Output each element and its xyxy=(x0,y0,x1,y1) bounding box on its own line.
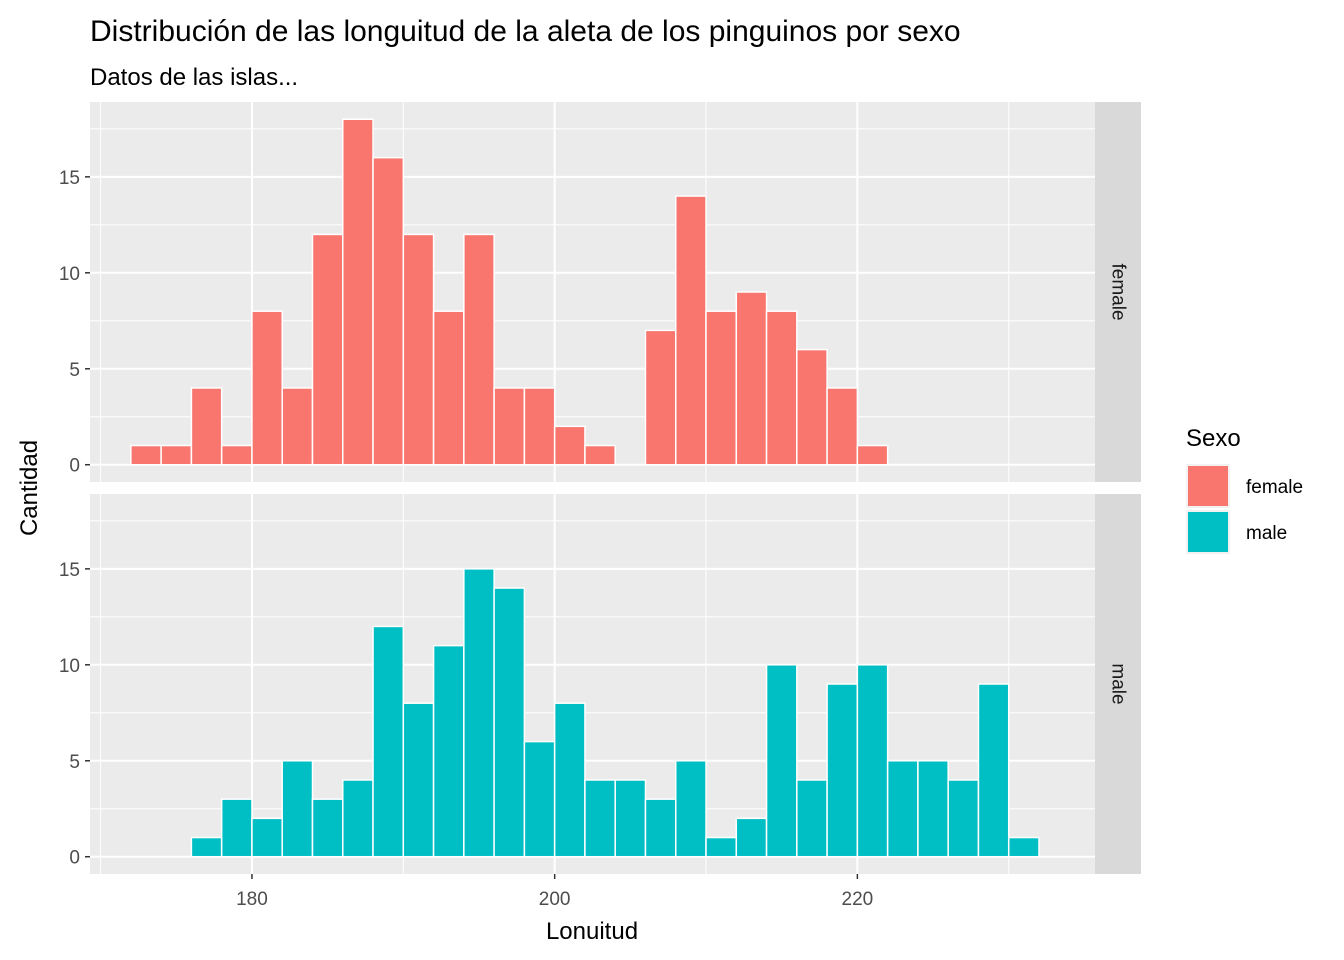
legend-key-male xyxy=(1188,512,1228,552)
facet-panel-female: 0 5 10 15 female xyxy=(59,102,1141,482)
y-tick-label: 10 xyxy=(59,656,80,677)
histogram-bar xyxy=(614,779,647,858)
histogram-bar xyxy=(705,836,738,858)
legend-key-female xyxy=(1188,466,1228,506)
histogram-bar xyxy=(765,664,798,858)
legend: Sexo female male xyxy=(1186,425,1303,554)
histogram-bar xyxy=(523,740,556,858)
y-tick-label: 5 xyxy=(69,360,80,381)
y-axis-title: Cantidad xyxy=(16,440,43,536)
facet-strip xyxy=(1095,102,1141,482)
histogram-bar xyxy=(190,836,223,858)
histogram-bar xyxy=(947,779,980,858)
histogram-bar xyxy=(493,387,526,466)
histogram-bar xyxy=(796,779,828,858)
histogram-bar xyxy=(281,387,314,466)
histogram-bar xyxy=(372,625,405,858)
histogram-bar xyxy=(463,568,495,858)
x-tick-label: 200 xyxy=(539,889,571,910)
y-tick-label: 10 xyxy=(59,264,80,285)
histogram-bar xyxy=(553,425,586,466)
histogram-bar xyxy=(342,779,374,858)
y-tick-label: 0 xyxy=(69,848,80,869)
histogram-bar xyxy=(674,760,707,858)
histogram-bar xyxy=(886,760,919,858)
legend-title: Sexo xyxy=(1186,425,1241,452)
histogram-bar xyxy=(311,233,344,466)
histogram-bar xyxy=(584,444,616,466)
histogram-bar xyxy=(432,644,465,858)
histogram-bar xyxy=(826,683,859,858)
histogram-bar xyxy=(251,817,283,858)
y-tick-label: 15 xyxy=(59,168,80,189)
histogram-bar xyxy=(130,444,162,466)
facet-panel-male: 0 5 10 15 male xyxy=(59,494,1141,874)
histogram-bar xyxy=(644,329,677,466)
histogram-bar xyxy=(917,760,949,858)
histogram-bar xyxy=(705,310,738,466)
chart-title: Distribución de las longuitud de la alet… xyxy=(90,15,961,48)
y-tick-label: 0 xyxy=(69,456,80,477)
histogram-bar xyxy=(826,387,859,466)
histogram-bar xyxy=(432,310,465,466)
histogram-bar xyxy=(553,702,586,858)
x-axis-title: Lonuitud xyxy=(546,918,638,945)
histogram-bar xyxy=(735,817,768,858)
histogram-bar xyxy=(311,798,344,858)
y-tick-label: 5 xyxy=(69,752,80,773)
histogram-bar xyxy=(584,779,616,858)
histogram-bar xyxy=(463,233,495,466)
histogram-bar xyxy=(220,798,253,858)
histogram-bar xyxy=(765,310,798,466)
x-tick-label: 180 xyxy=(236,889,268,910)
histogram-bar xyxy=(160,444,193,466)
legend-label-female: female xyxy=(1246,477,1303,498)
histogram-bar xyxy=(251,310,283,466)
histogram-bar xyxy=(796,348,828,466)
histogram-bar xyxy=(220,444,253,466)
legend-label-male: male xyxy=(1246,523,1287,544)
facet-strip-label: male xyxy=(1108,663,1129,704)
histogram-bar xyxy=(674,195,707,466)
histogram-bar xyxy=(977,683,1010,858)
histogram-bar xyxy=(856,444,889,466)
facet-strip-label: female xyxy=(1108,263,1129,320)
histogram-bar xyxy=(523,387,556,466)
histogram-bar xyxy=(372,156,405,466)
histogram-bar xyxy=(402,702,435,858)
histogram-bar xyxy=(342,118,374,466)
histogram-bar xyxy=(735,291,768,466)
y-tick-label: 15 xyxy=(59,560,80,581)
facet-strip xyxy=(1095,494,1141,874)
histogram-bar xyxy=(1007,836,1040,858)
histogram-bar xyxy=(281,760,314,858)
facet-panels: 0 5 10 15 female 0 5 10 15 male xyxy=(59,102,1141,874)
x-tick-label: 220 xyxy=(842,889,874,910)
histogram-bar xyxy=(190,387,223,466)
histogram-bar xyxy=(644,798,677,858)
chart-subtitle: Datos de las islas... xyxy=(90,64,298,91)
x-axis: 180 200 220 xyxy=(236,874,873,910)
panel-background xyxy=(90,102,1095,482)
histogram-bar xyxy=(402,233,435,466)
histogram-bar xyxy=(856,664,889,858)
histogram-bar xyxy=(493,587,526,858)
